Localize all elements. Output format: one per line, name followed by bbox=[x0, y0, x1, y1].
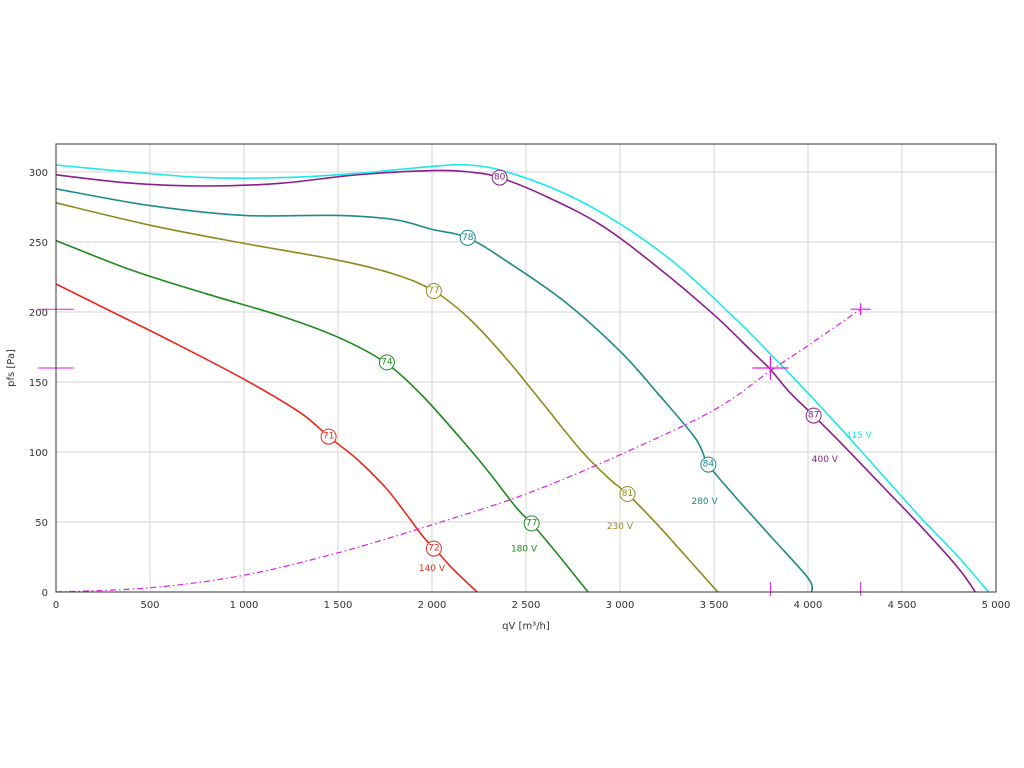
x-tick-label: 4 000 bbox=[794, 600, 823, 611]
x-tick-label: 0 bbox=[53, 600, 59, 611]
series-line-140v bbox=[55, 283, 478, 593]
marker-label: 77 bbox=[428, 286, 439, 296]
series-line-280v bbox=[55, 188, 814, 593]
marker-circle bbox=[523, 515, 540, 532]
y-tick-label: 250 bbox=[29, 238, 48, 249]
marker-circle bbox=[378, 354, 395, 371]
series-line-400v bbox=[55, 169, 976, 593]
curve-marker: 77 bbox=[523, 515, 540, 532]
curve-marker: 72 bbox=[425, 540, 442, 557]
voltage-labels: 140 V 180 V 230 V 280 V 400 V 415 V bbox=[419, 431, 873, 574]
marker-label: 81 bbox=[622, 489, 633, 499]
marker-label: 72 bbox=[428, 544, 439, 554]
marker-label: 74 bbox=[381, 357, 393, 367]
marker-circle bbox=[425, 540, 442, 557]
x-tick-label: 2 500 bbox=[512, 600, 541, 611]
voltage-label-140v: 140 V bbox=[419, 564, 446, 574]
series-line-230v bbox=[55, 202, 719, 593]
curve-marker: 77 bbox=[425, 283, 442, 299]
curve-marker: 84 bbox=[700, 456, 717, 473]
marker-circle bbox=[459, 229, 476, 246]
voltage-label-230v: 230 V bbox=[607, 522, 634, 532]
curve-marker: 87 bbox=[805, 407, 822, 424]
y-tick-label: 100 bbox=[29, 448, 48, 459]
grid bbox=[56, 144, 996, 592]
curve-markers: 71 72 74 77 77 81 78 84 80 87 bbox=[320, 169, 822, 557]
marker-circle bbox=[425, 283, 442, 299]
voltage-label-180v: 180 V bbox=[511, 544, 538, 554]
curves bbox=[55, 163, 990, 593]
x-tick-label: 500 bbox=[140, 600, 159, 611]
marker-circle bbox=[619, 486, 636, 502]
voltage-label-415v: 415 V bbox=[846, 431, 873, 441]
x-tick-label: 1 000 bbox=[230, 600, 259, 611]
voltage-label-280v: 280 V bbox=[691, 497, 718, 507]
y-tick-label: 200 bbox=[29, 308, 48, 319]
marker-circle bbox=[320, 428, 337, 445]
curve-marker: 81 bbox=[619, 486, 636, 502]
y-tick-label: 300 bbox=[29, 168, 48, 179]
voltage-label-400v: 400 V bbox=[812, 455, 839, 465]
x-tick-label: 3 500 bbox=[700, 600, 729, 611]
y-tick-label: 150 bbox=[29, 378, 48, 389]
x-axis-title: qV [m³/h] bbox=[502, 621, 550, 632]
curve-marker: 78 bbox=[459, 229, 476, 246]
x-tick-label: 1 500 bbox=[324, 600, 353, 611]
reference-marks bbox=[38, 303, 871, 596]
x-tick-label: 3 000 bbox=[606, 600, 635, 611]
curve-marker: 71 bbox=[320, 428, 337, 445]
series-line-415v bbox=[55, 163, 990, 593]
y-tick-labels: 0 50 100 150 200 250 300 bbox=[29, 168, 48, 599]
marker-circle bbox=[805, 407, 822, 424]
marker-label: 77 bbox=[526, 518, 537, 528]
y-axis-title: pfs [Pa] bbox=[6, 349, 17, 387]
marker-circle bbox=[491, 169, 508, 186]
marker-label: 80 bbox=[494, 173, 506, 183]
curve-marker: 80 bbox=[491, 169, 508, 186]
marker-label: 84 bbox=[703, 460, 715, 470]
x-tick-label: 4 500 bbox=[888, 600, 917, 611]
marker-label: 78 bbox=[462, 233, 474, 243]
curve-marker: 74 bbox=[378, 354, 395, 371]
x-tick-label: 2 000 bbox=[418, 600, 447, 611]
series-line-system bbox=[55, 308, 861, 593]
y-tick-label: 0 bbox=[42, 588, 48, 599]
x-tick-labels: 0 500 1 000 1 500 2 000 2 500 3 000 3 500 4 000 4… bbox=[53, 600, 1011, 611]
y-tick-label: 50 bbox=[35, 518, 48, 529]
plot-frame bbox=[55, 143, 997, 593]
x-tick-label: 5 000 bbox=[982, 600, 1011, 611]
marker-circle bbox=[700, 456, 717, 473]
series-line-180v bbox=[55, 239, 589, 593]
marker-label: 71 bbox=[323, 432, 334, 442]
marker-label: 87 bbox=[808, 411, 819, 421]
